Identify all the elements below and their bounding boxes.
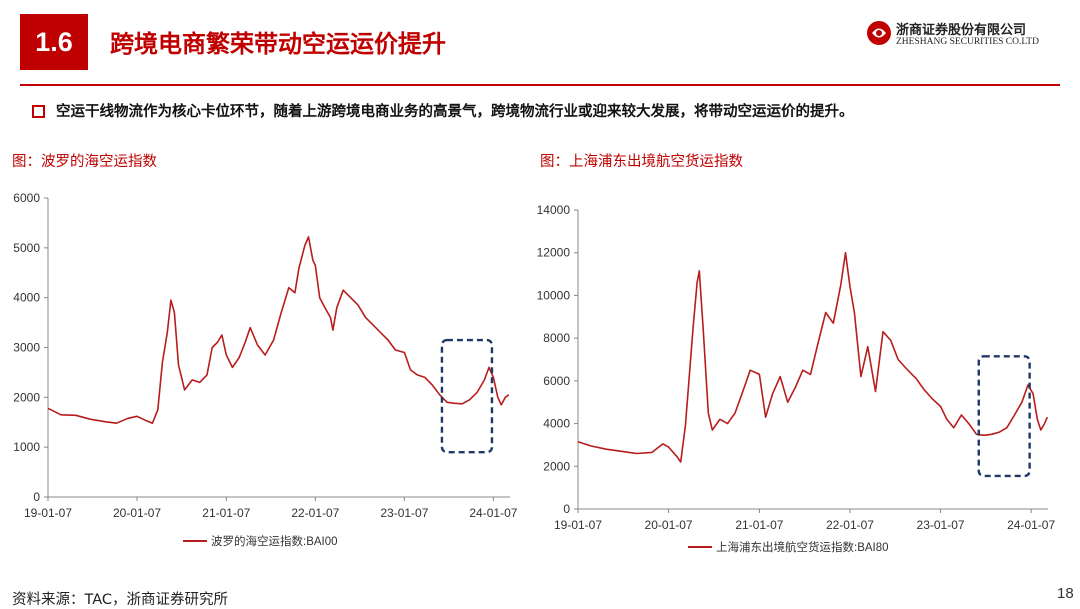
bullet-square-icon bbox=[32, 105, 45, 118]
legend-label: 上海浦东出境航空货运指数:BAI80 bbox=[716, 540, 889, 554]
x-tick-label: 20-01-07 bbox=[113, 506, 161, 520]
y-tick-label: 6000 bbox=[543, 374, 570, 388]
x-tick-label: 19-01-07 bbox=[24, 506, 72, 520]
highlight-box bbox=[977, 355, 1031, 478]
y-tick-label: 10000 bbox=[537, 288, 571, 302]
x-tick-label: 21-01-07 bbox=[202, 506, 250, 520]
section-number: 1.6 bbox=[35, 26, 73, 57]
page-number: 18 bbox=[1057, 585, 1074, 602]
x-tick-label: 23-01-07 bbox=[917, 518, 965, 532]
y-tick-label: 4000 bbox=[13, 291, 40, 305]
header-divider bbox=[20, 84, 1060, 86]
x-tick-label: 20-01-07 bbox=[645, 518, 693, 532]
x-tick-label: 24-01-07 bbox=[1007, 518, 1055, 532]
y-tick-label: 5000 bbox=[13, 241, 40, 255]
legend-label: 波罗的海空运指数:BAI00 bbox=[211, 534, 338, 548]
x-tick-label: 22-01-07 bbox=[291, 506, 339, 520]
y-tick-label: 3000 bbox=[13, 341, 40, 355]
slide-title: 跨境电商繁荣带动空运运价提升 bbox=[110, 30, 446, 58]
y-tick-label: 4000 bbox=[543, 417, 570, 431]
chart-bai00: 0 1000 2000 3000 4000 5000 6000 19-01-07 20-01-0… bbox=[13, 191, 517, 548]
chart-bai80: 0 2000 4000 6000 8000 10000 12000 14000 19-01-07… bbox=[537, 203, 1056, 554]
x-tick-label: 21-01-07 bbox=[735, 518, 783, 532]
source-note: 资料来源：TAC，浙商证券研究所 bbox=[12, 592, 229, 608]
chart-title-bai00: 图：波罗的海空运指数 bbox=[12, 154, 157, 170]
y-tick-label: 2000 bbox=[13, 390, 40, 404]
company-name-cn: 浙商证券股份有限公司 bbox=[896, 23, 1027, 38]
company-logo-icon bbox=[867, 21, 891, 45]
y-tick-label: 0 bbox=[33, 490, 40, 504]
series-line bbox=[47, 236, 510, 424]
series-line bbox=[577, 251, 1049, 463]
y-tick-label: 2000 bbox=[543, 459, 570, 473]
y-tick-label: 1000 bbox=[13, 440, 40, 454]
y-tick-label: 6000 bbox=[13, 191, 40, 205]
chart-title-bai80: 图：上海浦东出境航空货运指数 bbox=[540, 154, 743, 170]
y-tick-label: 12000 bbox=[537, 246, 571, 260]
bullet-text: 空运干线物流作为核心卡位环节，随着上游跨境电商业务的高景气，跨境物流行业或迎来较… bbox=[56, 104, 854, 120]
y-tick-label: 14000 bbox=[537, 203, 571, 217]
highlight-box bbox=[440, 338, 494, 454]
y-tick-label: 0 bbox=[563, 502, 570, 516]
x-tick-label: 22-01-07 bbox=[826, 518, 874, 532]
x-tick-label: 23-01-07 bbox=[380, 506, 428, 520]
x-tick-label: 24-01-07 bbox=[469, 506, 517, 520]
x-tick-label: 19-01-07 bbox=[554, 518, 602, 532]
y-tick-label: 8000 bbox=[543, 331, 570, 345]
company-name-en: ZHESHANG SECURITIES CO.LTD bbox=[896, 37, 1039, 47]
section-number-badge: 1.6 bbox=[20, 14, 88, 70]
